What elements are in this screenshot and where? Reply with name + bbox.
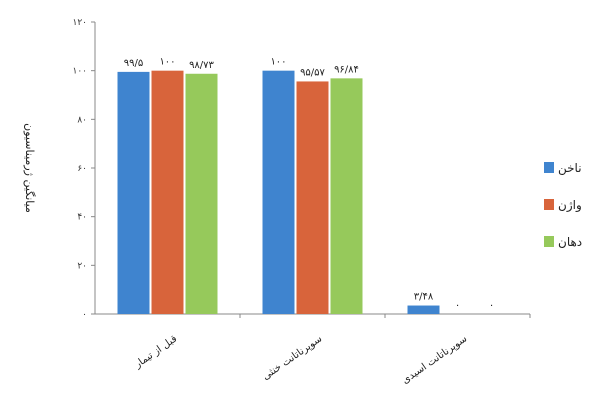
y-tick-label: ۶۰ <box>77 164 87 174</box>
data-label: ۳/۴۸ <box>414 292 434 303</box>
bar <box>296 81 329 314</box>
legend-swatch <box>544 199 554 210</box>
y-tick-label: ۲۰ <box>77 261 87 271</box>
legend-label: واژن <box>558 198 582 213</box>
legend-label: ناخن <box>558 161 582 176</box>
data-labels: ۹۹/۵ ۱۰۰ ۹۸/۷۳ ۱۰۰ ۹۵/۵۷ ۹۶/۸۴ ۳/۴۸ ۰ ۰ <box>124 57 494 311</box>
data-label: ۰ <box>489 300 494 311</box>
data-label: ۹۸/۷۳ <box>189 60 214 71</box>
x-category-label: سوپرناتانت اسیدی <box>400 333 469 386</box>
data-label: ۱۰۰ <box>159 57 175 68</box>
y-tick-label: ۴۰ <box>77 213 87 223</box>
bar <box>330 78 363 314</box>
y-axis-title: میانگین ژرمیناسیون <box>23 123 36 213</box>
legend-swatch <box>544 162 554 173</box>
legend-label: دهان <box>558 235 582 249</box>
y-tick-label: ۱۲۰ <box>72 18 87 28</box>
x-category-label: سوپرناتانت خنثی <box>261 333 325 382</box>
data-label: ۰ <box>455 300 460 311</box>
data-label: ۹۹/۵ <box>124 58 143 69</box>
y-tick-label: ۱۰۰ <box>72 67 87 77</box>
legend: ناخن واژن دهان <box>544 161 582 249</box>
bar <box>407 305 440 314</box>
data-label: ۹۵/۵۷ <box>300 67 325 78</box>
bar <box>117 71 150 314</box>
y-tick-label: ۰ <box>82 310 87 320</box>
y-tick-label: ۸۰ <box>77 115 87 125</box>
bar <box>262 70 295 315</box>
x-category-label: قبل از تیمار <box>132 333 179 371</box>
bars <box>117 70 440 315</box>
data-label: ۱۰۰ <box>270 57 286 68</box>
bar <box>185 73 218 314</box>
data-label: ۹۶/۸۴ <box>334 64 359 75</box>
bar <box>151 70 184 315</box>
legend-swatch <box>544 236 554 247</box>
